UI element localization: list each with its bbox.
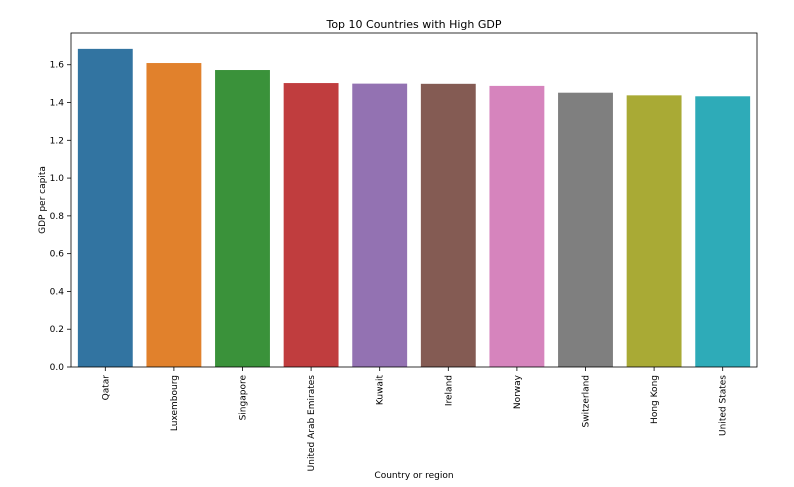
bar-switzerland	[558, 92, 613, 367]
x-tick-label: Singapore	[239, 375, 249, 421]
bar-qatar	[77, 48, 133, 368]
x-tick-label: Luxembourg	[170, 375, 180, 431]
bar-singapore	[215, 70, 270, 367]
x-tick-label: Norway	[513, 374, 523, 409]
x-tick-label: Qatar	[101, 375, 111, 401]
x-tick-label: United States	[719, 375, 729, 436]
plot-frame	[70, 32, 758, 368]
y-axis-title: GDP per capita	[38, 166, 48, 234]
x-tick-label: Switzerland	[582, 375, 592, 428]
x-axis: Qatar Luxembourg Singapore United Arab Emir…	[101, 367, 729, 472]
y-tick-label: 0.6	[50, 250, 65, 260]
x-tick-label: United Arab Emirates	[307, 375, 317, 472]
y-tick-label: 0.2	[50, 325, 64, 335]
bar-kuwait	[352, 83, 408, 367]
x-tick-label: Hong Kong	[650, 375, 660, 424]
bar-united-states	[695, 96, 751, 368]
bars	[77, 48, 751, 368]
chart-title: Top 10 Countries with High GDP	[325, 18, 501, 31]
y-tick-label: 1.6	[50, 61, 65, 71]
bar-united-arab-emirates	[283, 83, 339, 367]
y-tick-label: 0.0	[50, 363, 65, 373]
bar-norway	[489, 85, 545, 367]
x-tick-label: Kuwait	[376, 375, 386, 406]
bar-hong-kong	[626, 95, 682, 368]
y-tick-label: 0.4	[50, 287, 65, 297]
x-tick-label: Ireland	[444, 375, 454, 406]
x-axis-title: Country or region	[374, 471, 453, 481]
y-axis: 0.0 0.2 0.4 0.6 0.8 1.0 1.2 1.4 1.6	[50, 61, 71, 373]
bar-luxembourg	[146, 63, 202, 368]
bar-ireland	[420, 83, 476, 367]
y-tick-label: 1.0	[50, 174, 65, 184]
y-tick-label: 1.2	[50, 136, 64, 146]
y-tick-label: 0.8	[50, 212, 65, 222]
y-tick-label: 1.4	[50, 99, 65, 109]
